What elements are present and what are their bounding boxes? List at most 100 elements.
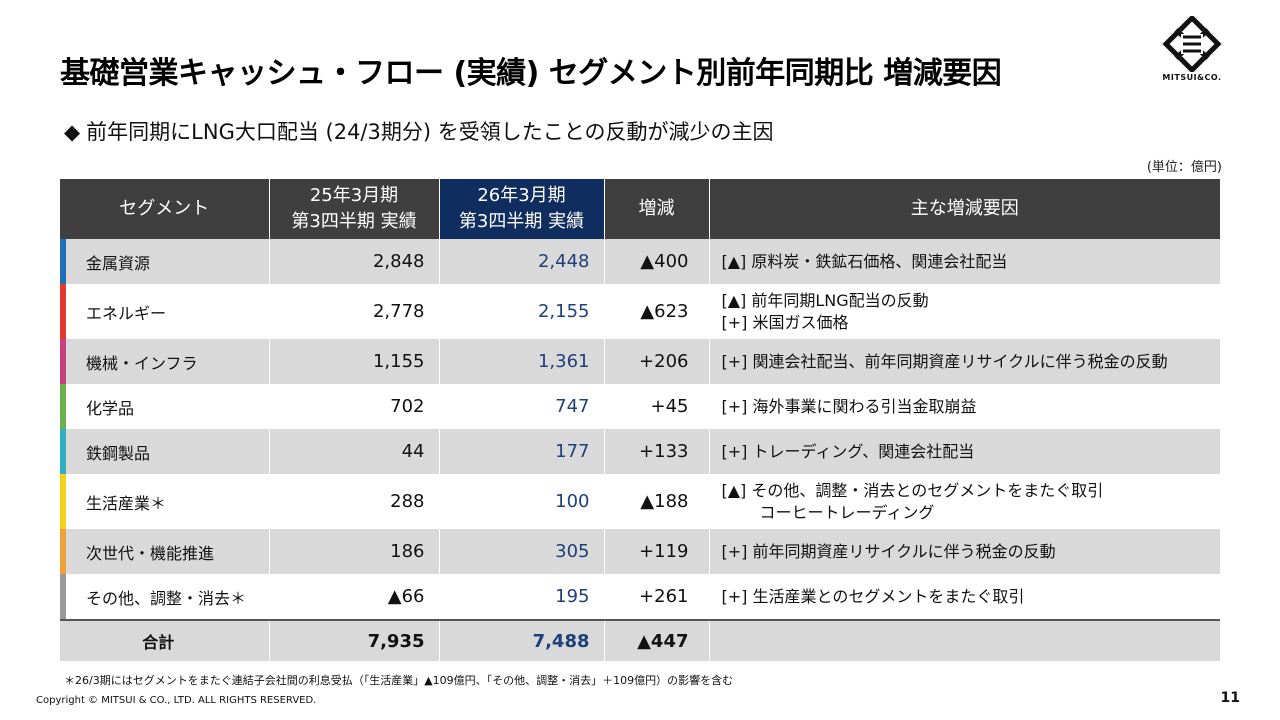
- table-row: 化学品 702 747 +45 [+] 海外事業に関わる引当金取崩益: [60, 384, 1220, 429]
- company-logo: MITSUI&CO.: [1160, 16, 1224, 82]
- segment-name: 生活産業＊: [86, 493, 167, 513]
- total-prev-value: 7,935: [268, 619, 439, 661]
- header-prev-line2: 第3四半期 実績: [291, 211, 417, 232]
- segment-color-bar: [60, 529, 66, 574]
- segment-cell: その他、調整・消去＊: [60, 574, 269, 620]
- reason-line: [▲] 原料炭・鉄鉱石価格、関連会社配当: [721, 251, 1008, 271]
- subtitle: ◆ 前年同期にLNG大口配当 (24/3期分) を受領したことの反動が減少の主因: [64, 116, 774, 146]
- table-row: 次世代・機能推進 186 305 +119 [+] 前年同期資産リサイクルに伴う…: [60, 529, 1220, 574]
- reason-cell: [+] 関連会社配当、前年同期資産リサイクルに伴う税金の反動: [708, 339, 1220, 384]
- reason-line: [+] 海外事業に関わる引当金取崩益: [721, 396, 977, 416]
- segment-name: 金属資源: [86, 253, 151, 273]
- diff-value: ▲188: [603, 474, 709, 529]
- header-prev-line1: 25年3月期: [309, 185, 399, 206]
- prev-value: 186: [268, 529, 439, 574]
- segment-name: 機械・インフラ: [86, 353, 198, 373]
- segment-name: エネルギー: [86, 303, 167, 323]
- total-cur-value: 7,488: [438, 619, 604, 661]
- segment-cell: 化学品: [60, 384, 269, 429]
- cur-value: 195: [438, 574, 604, 620]
- table-row: 鉄鋼製品 44 177 +133 [+] トレーディング、関連会社配当: [60, 429, 1220, 474]
- total-reason-empty: [708, 619, 1220, 661]
- segment-color-bar: [60, 574, 66, 619]
- prev-value: 2,778: [268, 284, 439, 339]
- total-label: 合計: [60, 619, 269, 661]
- segment-color-bar: [60, 339, 66, 384]
- reason-line: [+] 生活産業とのセグメントをまたぐ取引: [721, 586, 1025, 606]
- cur-value: 2,155: [438, 284, 604, 339]
- segment-name: その他、調整・消去＊: [86, 588, 247, 608]
- table-row: 機械・インフラ 1,155 1,361 +206 [+] 関連会社配当、前年同期…: [60, 339, 1220, 384]
- cur-value: 1,361: [438, 339, 604, 384]
- reason-line: コーヒートレーディング: [759, 502, 935, 522]
- prev-value: 2,848: [268, 239, 439, 284]
- segment-cell: 金属資源: [60, 239, 269, 284]
- header-reason: 主な増減要因: [708, 179, 1220, 239]
- table-row: 金属資源 2,848 2,448 ▲400 [▲] 原料炭・鉄鉱石価格、関連会社…: [60, 239, 1220, 284]
- cur-value: 747: [438, 384, 604, 429]
- subtitle-text: 前年同期にLNG大口配当 (24/3期分) を受領したことの反動が減少の主因: [86, 120, 774, 144]
- reason-cell: [▲] その他、調整・消去とのセグメントをまたぐ取引 コーヒートレーディング: [708, 474, 1220, 529]
- segment-color-bar: [60, 239, 66, 284]
- segment-name: 次世代・機能推進: [86, 543, 215, 563]
- diff-value: +119: [603, 529, 709, 574]
- table-header-row: セグメント 25年3月期 第3四半期 実績 26年3月期 第3四半期 実績 増減…: [60, 179, 1220, 239]
- diff-value: ▲623: [603, 284, 709, 339]
- diff-value: +206: [603, 339, 709, 384]
- segment-name: 化学品: [86, 398, 135, 418]
- reason-line: [+] トレーディング、関連会社配当: [721, 441, 975, 461]
- page-number: 11: [1220, 690, 1240, 706]
- prev-value: 44: [268, 429, 439, 474]
- page-title: 基礎営業キャッシュ・フロー (実績) セグメント別前年同期比 増減要因: [60, 56, 1002, 91]
- footnote: ＊26/3期にはセグメントをまたぐ連結子会社間の利息受払（「生活産業」▲109億…: [64, 674, 734, 687]
- header-diff: 増減: [603, 179, 709, 239]
- cur-value: 305: [438, 529, 604, 574]
- reason-line: [▲] 前年同期LNG配当の反動: [721, 290, 929, 310]
- logo-text: MITSUI&CO.: [1162, 73, 1222, 82]
- diff-value: +133: [603, 429, 709, 474]
- cur-value: 100: [438, 474, 604, 529]
- prev-value: 1,155: [268, 339, 439, 384]
- total-diff-value: ▲447: [603, 619, 709, 661]
- reason-cell: [+] 生活産業とのセグメントをまたぐ取引: [708, 574, 1220, 620]
- header-prev-period: 25年3月期 第3四半期 実績: [268, 179, 439, 239]
- reason-cell: [▲] 原料炭・鉄鉱石価格、関連会社配当: [708, 239, 1220, 284]
- segment-name: 鉄鋼製品: [86, 443, 151, 463]
- segment-cell: 生活産業＊: [60, 474, 269, 529]
- reason-line: [+] 米国ガス価格: [721, 312, 849, 332]
- segment-cell: 次世代・機能推進: [60, 529, 269, 574]
- mitsui-logo-icon: [1162, 16, 1222, 72]
- diff-value: +261: [603, 574, 709, 620]
- segment-cell: エネルギー: [60, 284, 269, 339]
- diamond-bullet-icon: ◆: [64, 120, 81, 144]
- table-row: その他、調整・消去＊ ▲66 195 +261 [+] 生活産業とのセグメントを…: [60, 574, 1220, 620]
- header-cur-line1: 26年3月期: [477, 185, 566, 206]
- copyright: Copyright © MITSUI & CO., LTD. ALL RIGHT…: [36, 695, 317, 706]
- prev-value: ▲66: [268, 574, 439, 620]
- table-row: エネルギー 2,778 2,155 ▲623 [▲] 前年同期LNG配当の反動[…: [60, 284, 1220, 339]
- header-cur-line2: 第3四半期 実績: [458, 211, 585, 232]
- cur-value: 177: [438, 429, 604, 474]
- reason-line: [+] 関連会社配当、前年同期資産リサイクルに伴う税金の反動: [721, 351, 1168, 371]
- segment-color-bar: [60, 384, 66, 429]
- diff-value: ▲400: [603, 239, 709, 284]
- reason-cell: [+] トレーディング、関連会社配当: [708, 429, 1220, 474]
- header-segment: セグメント: [60, 179, 269, 239]
- reason-line: [▲] その他、調整・消去とのセグメントをまたぐ取引: [721, 480, 1104, 500]
- prev-value: 702: [268, 384, 439, 429]
- header-current-period: 26年3月期 第3四半期 実績: [438, 179, 604, 239]
- reason-line: [+] 前年同期資産リサイクルに伴う税金の反動: [721, 541, 1056, 561]
- table-row: 生活産業＊ 288 100 ▲188 [▲] その他、調整・消去とのセグメントを…: [60, 474, 1220, 529]
- segment-color-bar: [60, 284, 66, 339]
- segment-color-bar: [60, 429, 66, 474]
- reason-cell: [▲] 前年同期LNG配当の反動 [+] 米国ガス価格: [708, 284, 1220, 339]
- segment-cell: 機械・インフラ: [60, 339, 269, 384]
- total-row: 合計 7,935 7,488 ▲447: [60, 619, 1220, 661]
- diff-value: +45: [603, 384, 709, 429]
- segment-cell: 鉄鋼製品: [60, 429, 269, 474]
- reason-cell: [+] 海外事業に関わる引当金取崩益: [708, 384, 1220, 429]
- unit-label: (単位：億円): [1146, 160, 1222, 175]
- cur-value: 2,448: [438, 239, 604, 284]
- segment-color-bar: [60, 474, 66, 529]
- reason-cell: [+] 前年同期資産リサイクルに伴う税金の反動: [708, 529, 1220, 574]
